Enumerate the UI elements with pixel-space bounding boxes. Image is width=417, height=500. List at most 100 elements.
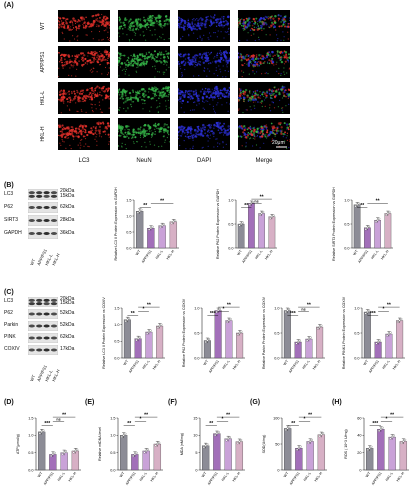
- x-tick-label: HKL-L: [142, 359, 151, 370]
- bar: [158, 225, 166, 249]
- data-point: [309, 440, 312, 443]
- blot-lane-label: WT: [29, 258, 37, 267]
- data-point: [160, 323, 163, 326]
- data-point: [218, 307, 221, 311]
- y-tick-label: 1.0: [114, 323, 119, 327]
- x-tick-label: APP/PS1: [357, 249, 369, 264]
- x-tick-label: HKL-L: [139, 471, 148, 482]
- bar: [316, 326, 324, 359]
- data-point: [366, 310, 369, 314]
- bar-chart-c1: Relative LC3 II Protein Expression vs CO…: [102, 297, 165, 374]
- data-point: [378, 217, 381, 220]
- x-tick-label: HKL-L: [222, 359, 231, 370]
- x-tick-label: WT: [352, 249, 359, 257]
- data-point: [154, 444, 157, 447]
- panel-h-letter: (H): [332, 399, 342, 406]
- x-tick-label: APP/PS1: [128, 359, 140, 374]
- blot-protein-label: LC3: [4, 298, 14, 304]
- data-point: [226, 320, 229, 324]
- data-point: [240, 330, 243, 333]
- micrograph-image: [118, 10, 170, 42]
- y-tick-label: 0.0: [228, 246, 233, 250]
- y-axis-label: Relative SIRT3 Protein Expression vs GAP…: [332, 187, 336, 261]
- data-point: [127, 317, 131, 320]
- significance-label: *: [304, 417, 306, 423]
- x-tick-label: HKL-H: [264, 249, 274, 260]
- y-tick-label: 0.5: [110, 451, 115, 455]
- x-tick-label: WT: [203, 359, 210, 367]
- micrograph-image: [238, 46, 290, 78]
- data-point: [158, 441, 161, 444]
- significance-label: **: [147, 303, 151, 309]
- x-tick-label: HKL-L: [254, 249, 263, 260]
- significance-label: *: [383, 307, 385, 313]
- data-point: [307, 337, 310, 341]
- y-axis-label: Relative LC3 II Protein Expression vs CO…: [102, 297, 106, 369]
- data-point: [402, 440, 405, 443]
- x-tick-label: HKL-H: [312, 359, 322, 370]
- data-point: [377, 340, 380, 344]
- significance-label: **: [127, 421, 131, 427]
- y-tick-label: 0.5: [228, 222, 233, 226]
- data-point: [76, 448, 79, 451]
- blot-protein-label: Parkin: [4, 322, 19, 328]
- y-tick-label: 0.0: [114, 356, 119, 360]
- y-tick-label: 1.0: [126, 214, 131, 218]
- data-point: [287, 307, 291, 311]
- significance-label: ***: [372, 421, 378, 427]
- bar: [37, 431, 46, 471]
- micrograph-image: [118, 82, 170, 114]
- data-point: [158, 324, 161, 328]
- y-axis-label: Relative P62 Protein Expression vs COXIV: [182, 298, 186, 367]
- data-point: [238, 331, 241, 335]
- data-point: [381, 426, 384, 429]
- x-tick-label: HKL-L: [370, 249, 379, 260]
- y-tick-label: 1.0: [28, 434, 33, 438]
- micrograph-image: [178, 118, 230, 150]
- micrograph-image: [238, 10, 290, 42]
- data-point: [378, 429, 381, 432]
- significance-label: **: [376, 199, 380, 205]
- data-point: [387, 332, 390, 336]
- data-point: [215, 432, 218, 435]
- bar: [135, 211, 144, 249]
- bar-chart-b3: Relative SIRT3 Protein Expression vs GAP…: [332, 187, 393, 264]
- data-point: [366, 226, 369, 229]
- y-axis-label: Relative PINK1 Protein Expression vs COX…: [342, 296, 346, 369]
- y-tick-label: 1.0: [110, 434, 115, 438]
- data-point: [388, 210, 391, 214]
- y-axis-label: Relative LC3 II Protein Expression vs GA…: [114, 187, 118, 261]
- data-point: [207, 337, 211, 341]
- bar: [237, 223, 245, 249]
- data-point: [385, 213, 388, 216]
- bar: [388, 436, 396, 471]
- data-point: [318, 325, 321, 329]
- data-point: [364, 312, 367, 315]
- significance-label: **: [291, 421, 295, 427]
- bar: [353, 204, 361, 249]
- data-point: [40, 430, 43, 433]
- significance-label: ***: [370, 311, 376, 317]
- y-tick-label: 1.0: [344, 198, 349, 202]
- blot-protein-label: SIRT3: [4, 216, 19, 223]
- y-tick-label: 60: [357, 416, 361, 420]
- data-point: [159, 225, 162, 229]
- data-point: [227, 437, 230, 440]
- micrograph-image: [238, 118, 290, 150]
- data-point: [64, 450, 67, 453]
- data-point: [286, 309, 289, 312]
- data-point: [214, 434, 217, 437]
- data-point: [316, 327, 320, 330]
- micrograph-row-label: APP/PS1: [40, 51, 46, 73]
- bar-chart-c4: Relative PINK1 Protein Expression vs COX…: [342, 296, 405, 374]
- x-tick-label: HKL-L: [57, 471, 66, 482]
- data-point: [51, 453, 54, 456]
- blot-band-image: [28, 189, 58, 200]
- y-tick-label: 0.0: [110, 468, 115, 472]
- x-tick-label: HKL-L: [221, 471, 230, 482]
- data-point: [389, 437, 392, 440]
- data-point: [364, 228, 367, 231]
- data-point: [299, 445, 302, 448]
- significance-label: **: [387, 303, 391, 309]
- bar-chart-e: Relative mtDNA level 0.0 0.5 1.0 1.5 WT APP/PS…: [98, 413, 163, 486]
